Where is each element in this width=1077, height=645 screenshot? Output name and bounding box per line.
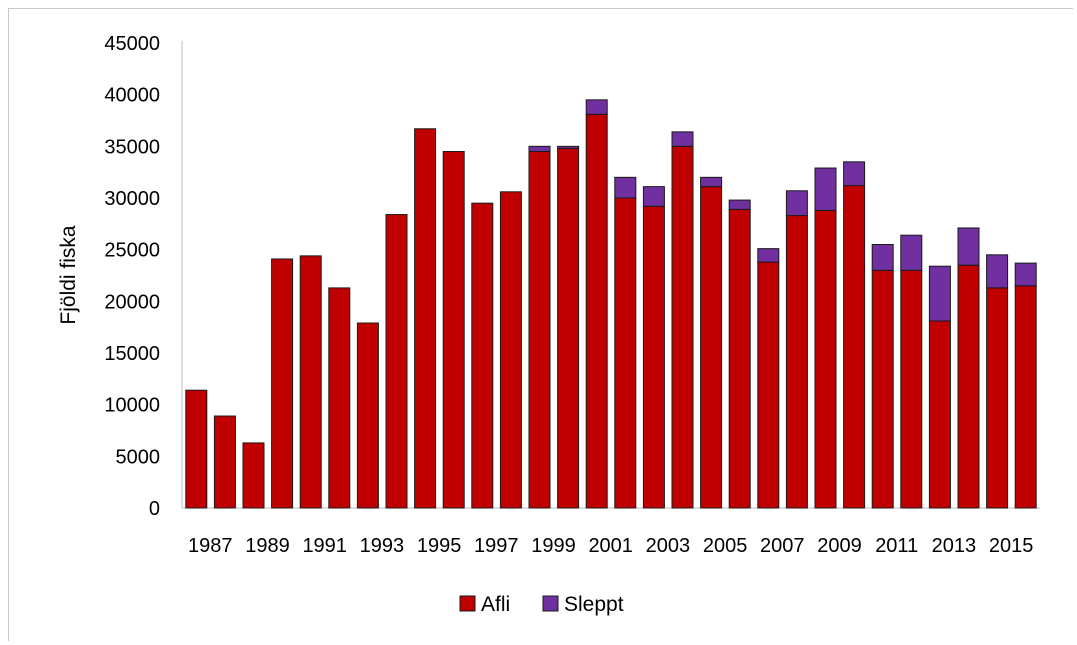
bar-sleppt-2013 — [928, 265, 951, 322]
bars — [185, 99, 1037, 509]
bar-afli-1992 — [328, 287, 351, 509]
y-tick-labels: 0 5000 10000 15000 20000 25000 30000 35000 40000… — [104, 33, 160, 520]
bar-afli-2008 — [785, 215, 808, 509]
y-tick-label: 40000 — [104, 85, 160, 107]
bar-afli-2004 — [671, 145, 694, 509]
bar-afli-2012 — [900, 269, 923, 509]
bar-sleppt-2011 — [871, 244, 894, 271]
bar-afli-1988 — [213, 415, 236, 509]
bar-sleppt-2014 — [957, 227, 980, 266]
x-tick-labels: 1987 1989 1991 1993 1995 1997 1999 2001 2003 2005… — [188, 535, 1033, 557]
bar-afli-2011 — [871, 269, 894, 509]
bar-afli-1990 — [271, 258, 294, 509]
bar-afli-2003 — [642, 205, 665, 509]
bar-sleppt-2015 — [986, 254, 1009, 289]
bar-sleppt-2003 — [642, 186, 665, 207]
x-tick-label: 1991 — [302, 535, 347, 557]
bar-afli-2013 — [928, 320, 951, 509]
y-tick-label: 15000 — [104, 343, 160, 365]
x-tick-label: 1997 — [474, 535, 519, 557]
bar-sleppt-2009 — [814, 167, 837, 211]
bar-afli-1989 — [242, 442, 265, 509]
y-tick-label: 30000 — [104, 188, 160, 210]
x-tick-label: 1987 — [188, 535, 233, 557]
bar-sleppt-2002 — [614, 176, 637, 199]
bar-afli-2016 — [1014, 285, 1037, 509]
bar-afli-1991 — [299, 255, 322, 509]
bar-sleppt-2010 — [843, 161, 866, 187]
x-tick-label: 2013 — [932, 535, 977, 557]
bar-afli-2002 — [614, 197, 637, 509]
bar-sleppt-2000 — [557, 145, 580, 149]
bar-sleppt-2007 — [757, 248, 780, 263]
bar-afli-2010 — [843, 185, 866, 509]
bar-afli-2005 — [700, 186, 723, 509]
bar-sleppt-2004 — [671, 131, 694, 147]
x-tick-label: 2007 — [760, 535, 805, 557]
x-tick-label: 2015 — [989, 535, 1034, 557]
bar-afli-2000 — [557, 147, 580, 509]
bar-afli-2001 — [585, 113, 608, 509]
legend-label-afli: Afli — [481, 593, 510, 616]
legend: Afli Sleppt — [459, 593, 624, 616]
x-tick-label: 1993 — [360, 535, 405, 557]
bar-afli-2014 — [957, 264, 980, 509]
bar-afli-1993 — [356, 322, 379, 509]
bar-sleppt-2005 — [700, 176, 723, 188]
bar-afli-1995 — [414, 128, 437, 509]
bar-afli-1999 — [528, 151, 551, 509]
bar-afli-2015 — [986, 287, 1009, 509]
bar-afli-1998 — [499, 191, 522, 509]
y-axis-label: Fjöldi fiska — [57, 225, 80, 325]
x-tick-label: 1999 — [531, 535, 576, 557]
x-tick-label: 1995 — [417, 535, 462, 557]
y-tick-label: 25000 — [104, 240, 160, 262]
bar-sleppt-2001 — [585, 99, 608, 115]
legend-swatch-sleppt — [542, 595, 559, 612]
bar-afli-2007 — [757, 261, 780, 509]
y-tick-label: 20000 — [104, 291, 160, 313]
axes — [181, 41, 1040, 509]
bar-sleppt-2012 — [900, 234, 923, 271]
chart-frame — [8, 8, 1073, 641]
y-tick-label: 45000 — [104, 33, 160, 55]
bar-afli-2006 — [728, 208, 751, 509]
x-tick-label: 2001 — [588, 535, 633, 557]
bar-afli-1994 — [385, 214, 408, 509]
bar-afli-2009 — [814, 209, 837, 509]
bar-sleppt-2016 — [1014, 262, 1037, 287]
y-tick-label: 35000 — [104, 136, 160, 158]
bar-afli-1996 — [442, 151, 465, 509]
y-tick-label: 0 — [149, 498, 160, 520]
legend-swatch-afli — [459, 595, 476, 612]
legend-label-sleppt: Sleppt — [564, 593, 624, 616]
x-tick-label: 2009 — [817, 535, 862, 557]
y-tick-label: 5000 — [116, 446, 161, 468]
y-tick-label: 10000 — [104, 395, 160, 417]
bar-afli-1997 — [471, 202, 494, 509]
x-tick-label: 1989 — [245, 535, 290, 557]
bar-afli-1987 — [185, 389, 208, 509]
bar-sleppt-1999 — [528, 145, 551, 153]
bar-sleppt-2006 — [728, 199, 751, 210]
x-tick-label: 2005 — [703, 535, 748, 557]
x-tick-label: 2011 — [875, 535, 918, 557]
x-tick-label: 2003 — [646, 535, 691, 557]
bar-sleppt-2008 — [785, 190, 808, 217]
